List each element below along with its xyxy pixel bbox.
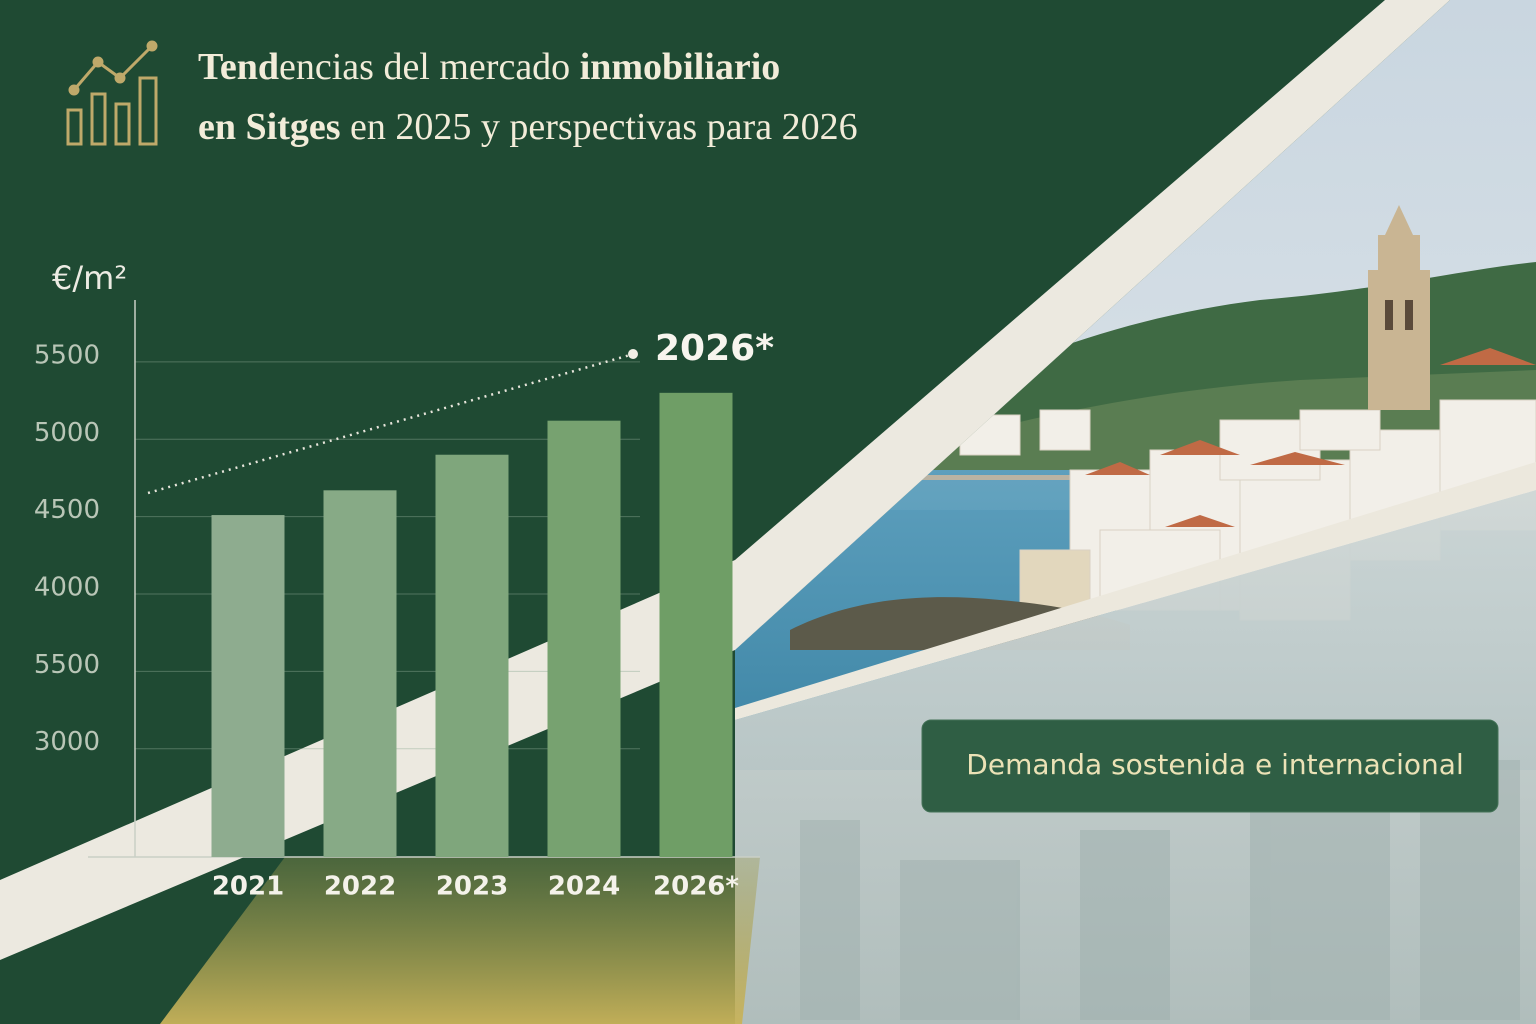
light-stripe [735, 462, 1536, 720]
x-tick-label: 2022 [324, 872, 396, 902]
badge-text: Demanda sostenida e internacional [966, 748, 1463, 781]
title-segment: Tend [198, 46, 279, 88]
bar [547, 420, 621, 857]
annotation: 2026* [655, 328, 774, 369]
title-segment: encias del mercado [279, 46, 580, 88]
y-tick-label: 5500 [34, 650, 100, 680]
chart-title: en Sitges en 2025 y perspectivas para 20… [198, 106, 858, 148]
y-tick-label: 5000 [34, 418, 100, 448]
bar [659, 392, 733, 857]
y-tick-label: 5500 [34, 340, 100, 370]
x-tick-label: 2023 [436, 872, 508, 902]
title-segment: inmobiliario [580, 46, 781, 88]
badge [921, 719, 1499, 813]
plot: 5500 5000 4500 4000 5500 3000 2021 2022 2023 2024… [34, 300, 760, 902]
bar [323, 490, 397, 857]
x-tick-label: 2024 [548, 872, 620, 902]
y-axis-label: €/m² [52, 259, 127, 297]
trend-dot [628, 349, 638, 359]
title-segment: en Sitges [198, 106, 341, 148]
title-segment: en 2025 y perspectivas para 2026 [341, 106, 858, 148]
x-tick-label: 2021 [212, 872, 284, 902]
x-tick-label: 2026* [653, 872, 739, 902]
bar [435, 454, 509, 857]
bar [211, 515, 285, 857]
y-tick-label: 4500 [34, 495, 100, 525]
y-tick-label: 3000 [34, 727, 100, 757]
y-tick-label: 4000 [34, 572, 100, 602]
chart-icon [66, 40, 158, 146]
gold-glow [160, 857, 760, 1024]
chart-title: Tendencias del mercado inmobiliario [198, 46, 780, 88]
diagonal-band [0, 0, 1450, 960]
